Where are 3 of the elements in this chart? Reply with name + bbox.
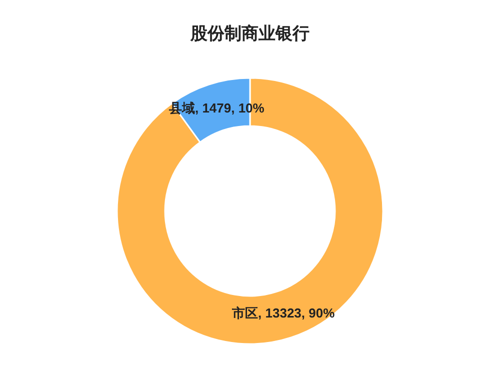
slice-label: 市区, 13323, 90% [231,306,336,321]
donut-slice [116,77,384,345]
chart-title: 股份制商业银行 [190,24,310,43]
